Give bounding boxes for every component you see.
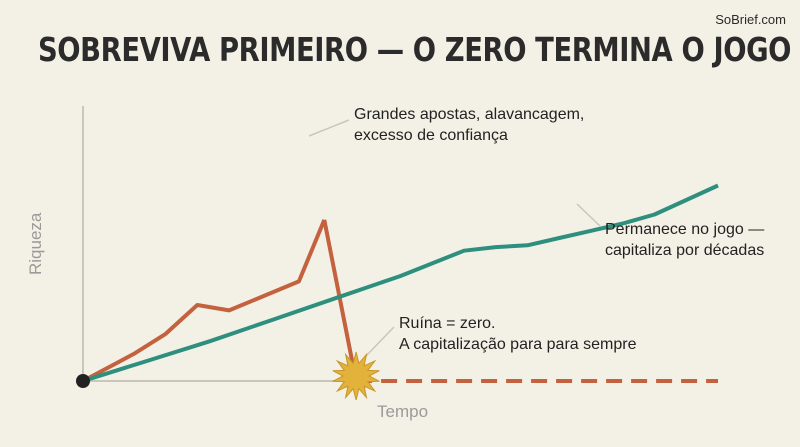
chart-title: SOBREVIVA PRIMEIRO — O ZERO TERMINA O JO… [38,30,792,69]
risk-crash-line [322,219,359,382]
x-axis-label: Tempo [377,402,429,421]
origin-dot [76,374,90,388]
leader-big-bets [308,119,350,137]
annotation-ruin-text: Ruína = zero. A capitalização para para s… [399,315,637,353]
brand-label[interactable]: SoBrief.com [715,12,786,27]
survive-series-line [82,183,719,383]
annotation-stay-in-game: Permanece no jogo — capitaliza por década… [605,219,764,261]
y-axis-label: Riqueza [26,212,45,275]
leader-stay-in-game [576,203,601,227]
leader-ruin [365,326,395,357]
annotation-ruin: Ruína = zero. A capitalização para para s… [399,313,636,355]
annotation-big-bets-text: Grandes apostas, alavancagem, excesso de … [354,106,585,144]
ruin-burst-icon [332,351,380,401]
annotation-stay-in-game-text: Permanece no jogo — capitaliza por década… [605,221,765,259]
annotation-big-bets: Grandes apostas, alavancagem, excesso de … [354,104,584,146]
risk-series-line [82,219,327,383]
